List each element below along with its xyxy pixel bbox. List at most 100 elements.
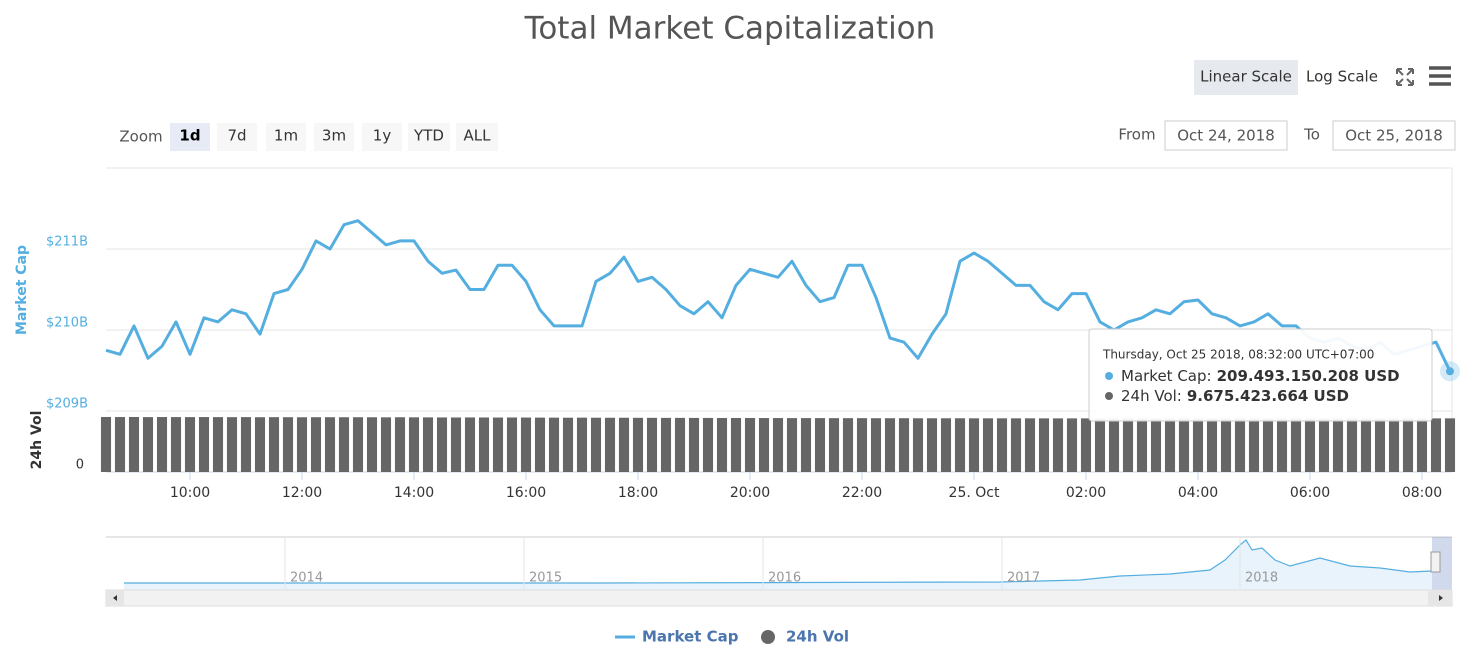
volume-bar bbox=[1094, 418, 1106, 472]
volume-bar bbox=[1108, 418, 1120, 472]
volume-bar bbox=[324, 417, 336, 472]
volume-bar bbox=[394, 417, 406, 472]
volume-bar bbox=[1290, 418, 1302, 472]
volume-bar bbox=[1206, 418, 1218, 472]
zoom-label: Zoom bbox=[119, 128, 162, 146]
zoom-button[interactable] bbox=[456, 123, 498, 151]
fullscreen-icon[interactable] bbox=[1396, 68, 1414, 86]
volume-bar bbox=[142, 417, 154, 472]
volume-bar bbox=[366, 417, 378, 472]
x-tick-label: 18:00 bbox=[618, 485, 658, 501]
volume-bar bbox=[758, 418, 770, 472]
y-tick-label: $211B bbox=[46, 235, 88, 250]
log-scale-label[interactable]: Log Scale bbox=[1306, 68, 1378, 86]
volume-bar bbox=[898, 418, 910, 472]
volume-bar bbox=[1136, 418, 1148, 472]
volume-bar bbox=[1332, 418, 1344, 472]
volume-bar bbox=[1066, 418, 1078, 472]
navigator-label: 2015 bbox=[529, 571, 562, 586]
volume-bar bbox=[926, 418, 938, 472]
x-tick-label: 20:00 bbox=[730, 485, 770, 501]
menu-icon[interactable] bbox=[1429, 66, 1451, 86]
zoom-button[interactable] bbox=[362, 123, 402, 151]
volume-bar bbox=[730, 417, 742, 472]
volume-bar bbox=[338, 417, 350, 472]
y-tick-label: $210B bbox=[46, 316, 88, 331]
x-tick-label: 12:00 bbox=[282, 485, 322, 501]
volume-bar bbox=[870, 418, 882, 472]
to-input[interactable] bbox=[1332, 120, 1456, 151]
zoom-button[interactable] bbox=[170, 123, 210, 151]
volume-bar bbox=[506, 417, 518, 472]
volume-bar bbox=[632, 417, 644, 472]
from-value[interactable]: Oct 24, 2018 bbox=[1177, 127, 1275, 145]
volume-bar bbox=[800, 418, 812, 472]
tooltip-label: Market Cap: bbox=[1121, 367, 1212, 385]
volume-bar bbox=[1360, 418, 1372, 472]
volume-bar bbox=[1178, 418, 1190, 472]
volume-bar bbox=[282, 417, 294, 472]
navigator-label: 2014 bbox=[290, 571, 323, 586]
volume-bar bbox=[618, 417, 630, 472]
tooltip-value: 209.493.150.208 USD bbox=[1217, 367, 1400, 385]
navigator-label: 2016 bbox=[768, 571, 801, 586]
volume-bar bbox=[464, 417, 476, 472]
legend-label[interactable]: Market Cap bbox=[642, 628, 739, 646]
volume-bar bbox=[436, 417, 448, 472]
navigator[interactable] bbox=[105, 536, 1453, 607]
zoom-button-label[interactable]: 3m bbox=[322, 127, 346, 145]
zoom-button[interactable] bbox=[217, 123, 257, 151]
volume-bar bbox=[1038, 418, 1050, 472]
volume-bar bbox=[1080, 418, 1092, 472]
volume-bar bbox=[1430, 418, 1442, 472]
zoom-button-label[interactable]: YTD bbox=[413, 127, 444, 145]
zoom-button-label[interactable]: 1m bbox=[274, 127, 298, 145]
volume-bar bbox=[954, 418, 966, 472]
zoom-button[interactable] bbox=[314, 123, 354, 151]
volume-bar bbox=[1262, 418, 1274, 472]
volume-bar bbox=[492, 417, 504, 472]
y2-tick-label: 0 bbox=[76, 458, 84, 473]
y2-axis-title: 24h Vol bbox=[29, 411, 45, 470]
volume-bar bbox=[100, 416, 112, 472]
zoom-button-label[interactable]: 1y bbox=[373, 127, 392, 145]
legend-symbol[interactable] bbox=[761, 630, 775, 644]
navigator-label: 2017 bbox=[1007, 571, 1040, 586]
volume-bar bbox=[646, 417, 658, 472]
volume-bar bbox=[786, 418, 798, 472]
volume-bar bbox=[1248, 418, 1260, 472]
volume-bar bbox=[156, 417, 168, 472]
x-tick-label: 25. Oct bbox=[949, 485, 1000, 501]
zoom-button-label[interactable]: 7d bbox=[227, 127, 246, 145]
tooltip: Thursday, Oct 25 2018, 08:32:00 UTC+07:0… bbox=[1088, 328, 1433, 422]
tooltip-row: 24h Vol: 9.675.423.664 USD bbox=[1121, 387, 1349, 405]
zoom-button-label[interactable]: ALL bbox=[464, 127, 492, 145]
volume-bar bbox=[184, 417, 196, 472]
volume-bar bbox=[1388, 418, 1400, 472]
y-axis-title: Market Cap bbox=[14, 245, 30, 335]
navigator-label: 2018 bbox=[1245, 571, 1278, 586]
x-tick-label: 22:00 bbox=[842, 485, 882, 501]
legend-label[interactable]: 24h Vol bbox=[786, 628, 849, 646]
volume-bar bbox=[1402, 418, 1414, 472]
to-value[interactable]: Oct 25, 2018 bbox=[1345, 127, 1443, 145]
volume-bar bbox=[1122, 418, 1134, 472]
from-input[interactable] bbox=[1164, 120, 1288, 151]
volume-bar bbox=[380, 417, 392, 472]
volume-bar bbox=[968, 418, 980, 472]
tooltip-marker bbox=[1105, 392, 1113, 400]
zoom-button[interactable] bbox=[266, 123, 306, 151]
zoom-button[interactable] bbox=[408, 123, 450, 151]
volume-bar bbox=[814, 418, 826, 472]
linear-scale-label[interactable]: Linear Scale bbox=[1200, 68, 1292, 86]
linear-scale-button[interactable] bbox=[1194, 60, 1298, 95]
zoom-button-label[interactable]: 1d bbox=[179, 127, 200, 145]
chart-title: Total Market Capitalization bbox=[524, 11, 936, 47]
tooltip-date: Thursday, Oct 25 2018, 08:32:00 UTC+07:0… bbox=[1102, 348, 1374, 362]
volume-bar bbox=[1192, 418, 1204, 472]
volume-bar bbox=[520, 417, 532, 472]
volume-bar bbox=[352, 417, 364, 472]
volume-bar bbox=[296, 417, 308, 472]
volume-bar bbox=[688, 417, 700, 472]
